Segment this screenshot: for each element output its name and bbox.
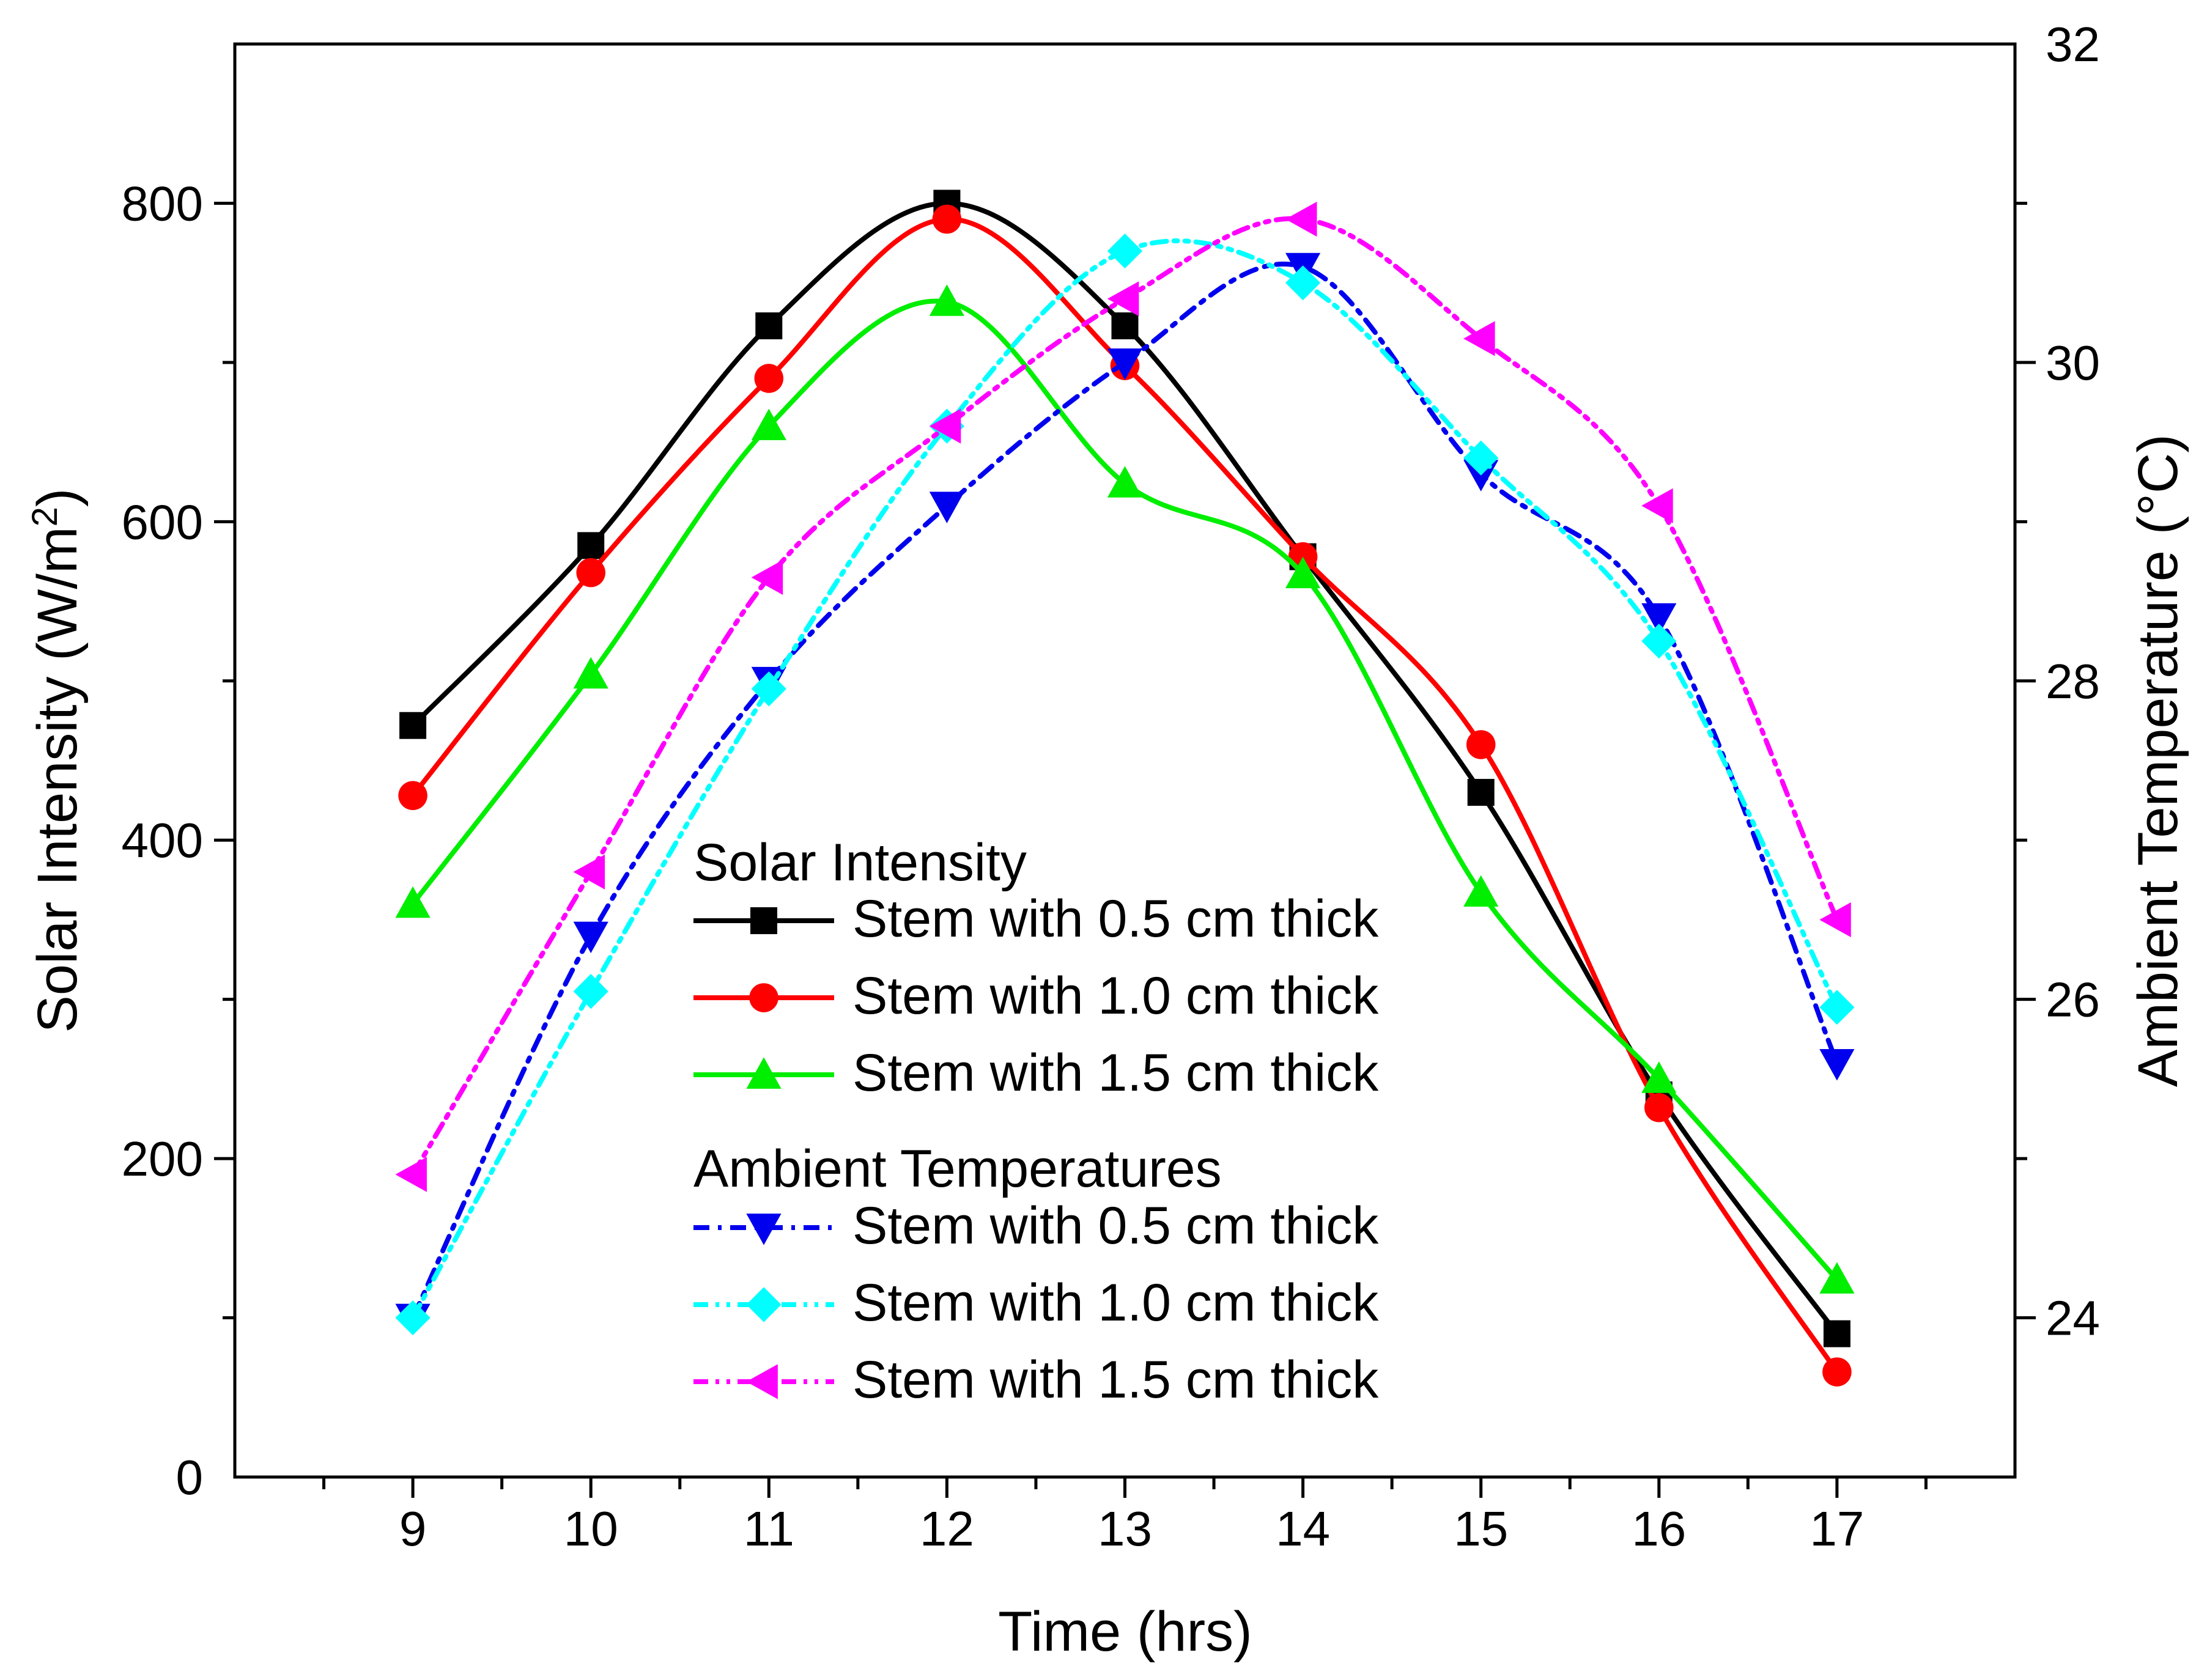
data-point — [1641, 624, 1677, 659]
data-point — [1823, 1320, 1850, 1347]
x-tick-label: 14 — [1276, 1501, 1330, 1556]
data-point — [573, 974, 608, 1009]
data-point — [754, 364, 784, 393]
x-axis-title: Time (hrs) — [998, 1601, 1252, 1663]
y-axis-title-left: Solar Intensity (W/m2) — [25, 488, 89, 1033]
y-left-tick-label: 800 — [122, 176, 203, 230]
data-point — [1641, 1061, 1677, 1093]
legend-marker — [746, 1287, 782, 1322]
y-right-tick-label: 24 — [2046, 1291, 2100, 1346]
legend-marker — [746, 1057, 782, 1089]
x-tick-label: 15 — [1454, 1501, 1508, 1556]
data-point — [1466, 730, 1496, 759]
y-right-tick-label: 30 — [2046, 336, 2100, 390]
data-point — [1463, 321, 1495, 356]
data-point — [1107, 233, 1143, 269]
x-tick-label: 17 — [1810, 1501, 1864, 1556]
series-line — [410, 298, 1839, 1283]
legend-marker — [750, 907, 777, 934]
data-point — [1819, 1048, 1855, 1081]
legend-label: Stem with 1.5 cm thick — [852, 1044, 1379, 1102]
data-point — [576, 558, 605, 588]
data-point — [1819, 990, 1855, 1025]
y-left-tick-label: 0 — [176, 1450, 204, 1505]
data-point — [929, 284, 964, 316]
data-point — [1467, 779, 1495, 806]
data-point — [395, 1157, 427, 1192]
x-tick-label: 11 — [744, 1501, 794, 1556]
data-point — [1822, 1357, 1852, 1387]
x-tick-label: 9 — [399, 1501, 427, 1556]
y-axis-title-left-main: Solar Intensity (W/m — [26, 526, 89, 1033]
data-point — [1285, 201, 1317, 237]
data-point — [395, 1300, 431, 1336]
data-point — [1819, 1262, 1855, 1294]
data-point — [1463, 875, 1499, 907]
data-point — [1107, 281, 1139, 317]
y-axis-title-right: Ambient Temperature (°C) — [2127, 434, 2189, 1087]
data-point — [1107, 466, 1143, 498]
legend-group-title-solar: Solar Intensity — [693, 833, 1027, 892]
y-axis-title-left-sup: 2 — [25, 507, 65, 526]
series-line — [410, 238, 1839, 1321]
data-point — [577, 532, 605, 559]
legend: Solar Intensity Ambient Temperatures Ste… — [693, 833, 1379, 1409]
data-point — [929, 492, 964, 523]
data-point — [751, 671, 786, 707]
data-point — [1463, 440, 1499, 476]
data-point — [1819, 902, 1851, 938]
legend-label: Stem with 1.5 cm thick — [852, 1350, 1379, 1409]
series-line — [410, 216, 1839, 1375]
x-tick-label: 12 — [920, 1501, 974, 1556]
y-left-tick-label: 400 — [122, 813, 203, 868]
data-point — [1111, 312, 1139, 339]
data-point — [573, 657, 608, 689]
data-point — [1641, 603, 1677, 635]
data-point — [751, 408, 786, 440]
legend-label: Stem with 1.0 cm thick — [852, 967, 1379, 1025]
legend-group-title-ambient: Ambient Temperatures — [693, 1140, 1222, 1198]
legend-marker — [746, 1214, 782, 1245]
x-tick-label: 13 — [1098, 1501, 1152, 1556]
legend-label: Stem with 1.0 cm thick — [852, 1273, 1379, 1332]
data-point — [1285, 556, 1321, 589]
y-left-tick-label: 600 — [122, 495, 203, 549]
y-left-tick-label: 200 — [122, 1132, 203, 1186]
data-point — [573, 921, 608, 954]
data-point — [755, 312, 783, 339]
data-point — [398, 781, 427, 811]
legend-marker — [746, 1364, 778, 1399]
y-right-tick-label: 26 — [2046, 973, 2100, 1027]
y-right-tick-label: 28 — [2046, 654, 2100, 709]
y-axis-title-left-end: ) — [26, 488, 89, 507]
data-point — [751, 559, 783, 595]
data-point — [395, 886, 431, 918]
data-point — [1641, 488, 1673, 523]
data-point — [1644, 1093, 1674, 1122]
series-6 — [395, 201, 1851, 1192]
series-layer — [395, 190, 1855, 1387]
legend-label: Stem with 0.5 cm thick — [852, 1196, 1379, 1255]
data-point — [399, 712, 427, 739]
ticks-layer: 9 10 11 12 13 14 15 16 17 0 200 400 600 800 24 26 28 30 32 — [122, 17, 2100, 1556]
legend-items: Stem with 0.5 cm thick Stem with 1.0 cm t… — [693, 890, 1379, 1409]
data-point — [1107, 348, 1143, 380]
data-point — [1285, 265, 1321, 301]
series-4 — [395, 252, 1855, 1336]
data-point — [932, 204, 962, 234]
x-tick-label: 10 — [564, 1501, 618, 1556]
x-tick-label: 16 — [1632, 1501, 1686, 1556]
legend-label: Stem with 0.5 cm thick — [852, 890, 1379, 948]
y-right-tick-label: 32 — [2046, 17, 2100, 72]
data-point — [929, 408, 961, 444]
legend-marker — [749, 983, 778, 1012]
series-3 — [395, 284, 1855, 1294]
data-point — [573, 854, 605, 890]
